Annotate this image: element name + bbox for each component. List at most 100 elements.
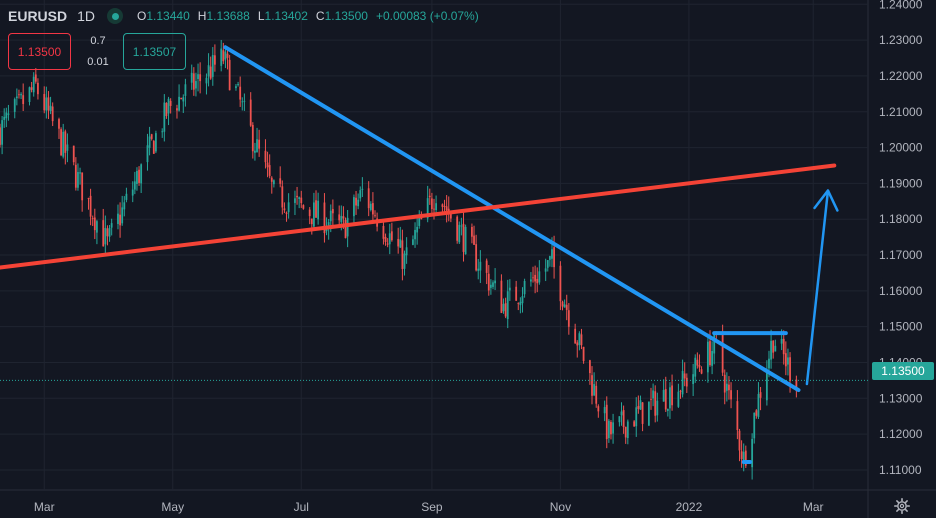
- candle-body: [220, 48, 223, 66]
- buy-button[interactable]: 1.13507: [123, 33, 186, 70]
- candle-body: [765, 370, 768, 401]
- candle-body: [150, 134, 153, 139]
- candle-body: [728, 384, 730, 391]
- price-tick-label: 1.20000: [879, 141, 923, 155]
- candle-body: [692, 374, 695, 385]
- candle-body: [416, 226, 419, 233]
- candle-body: [266, 162, 269, 168]
- candle-body: [492, 282, 494, 287]
- candle-body: [7, 113, 10, 115]
- candle-body: [359, 190, 362, 199]
- price-axis[interactable]: 1.110001.120001.130001.140001.150001.160…: [879, 0, 923, 477]
- candle-body: [544, 268, 547, 272]
- candle-body: [51, 106, 54, 122]
- candle-body: [243, 100, 246, 102]
- candle-body: [30, 87, 33, 90]
- candle-body: [315, 200, 317, 218]
- candle-body: [199, 74, 202, 82]
- candle-body: [782, 338, 785, 355]
- candle-body: [458, 224, 461, 243]
- candle-body: [515, 286, 518, 301]
- candle-body: [681, 370, 684, 395]
- time-tick-label: Sep: [421, 500, 443, 514]
- candle-body: [405, 247, 408, 256]
- candle-body: [770, 340, 772, 360]
- candle-body: [300, 197, 303, 204]
- candle-body: [504, 303, 507, 317]
- candle-body: [211, 55, 214, 77]
- candle-body: [605, 404, 608, 440]
- candle-body: [64, 131, 67, 153]
- candle-body: [618, 416, 621, 423]
- candle-body: [751, 439, 754, 468]
- candle-body: [58, 119, 60, 129]
- candle-body: [669, 387, 671, 409]
- candle-body: [561, 301, 564, 307]
- candle-body: [789, 357, 791, 381]
- eye-dot-icon[interactable]: [107, 8, 124, 24]
- candle-body: [553, 247, 555, 268]
- candle-body: [96, 221, 98, 233]
- candle-body: [654, 391, 657, 416]
- candle-body: [222, 50, 225, 62]
- candle-body: [313, 202, 315, 227]
- price-tick-label: 1.15000: [879, 320, 923, 334]
- candle-body: [706, 341, 709, 373]
- candle-body: [679, 390, 682, 392]
- candle-body: [428, 195, 431, 198]
- price-tick-label: 1.12000: [879, 427, 923, 441]
- candle-body: [626, 421, 629, 439]
- candle-body: [471, 227, 473, 237]
- candle-body: [755, 410, 758, 416]
- candle-body: [753, 412, 756, 439]
- candle-body: [730, 390, 732, 400]
- price-tick-label: 1.16000: [879, 284, 923, 298]
- sell-button[interactable]: 1.13500: [8, 33, 71, 70]
- gear-icon[interactable]: [894, 498, 910, 514]
- candle-body: [331, 209, 334, 214]
- candle-body: [759, 392, 762, 398]
- candle-body: [62, 131, 65, 157]
- time-axis[interactable]: Mar May Jul Sep Nov 2022 Mar: [34, 500, 824, 514]
- candle-body: [519, 301, 522, 306]
- candle-body: [382, 225, 385, 239]
- price-tick-label: 1.22000: [879, 69, 923, 83]
- candle-body: [780, 339, 783, 344]
- candle-body: [279, 178, 282, 184]
- candle-body: [462, 223, 465, 252]
- ohlc-values: O1.13440 H1.13688 L1.13402 C1.13500 +0.0…: [137, 9, 479, 23]
- candle-body: [664, 389, 667, 410]
- projection-arrow-shaft: [805, 189, 830, 386]
- candle-body: [108, 227, 111, 237]
- candle-body: [784, 353, 787, 367]
- candle-body: [213, 55, 216, 65]
- candle-body: [384, 236, 387, 242]
- symbol-name[interactable]: EURUSD: [8, 8, 68, 24]
- candle-body: [677, 391, 680, 407]
- candle-body: [228, 59, 231, 91]
- candle-body: [774, 345, 777, 352]
- candle-body: [182, 97, 185, 102]
- candle-body: [742, 451, 745, 462]
- candle-body: [403, 253, 406, 269]
- time-tick-label: Mar: [803, 500, 824, 514]
- candle-body: [167, 98, 170, 114]
- candle-body: [430, 198, 433, 210]
- candle-body: [294, 198, 296, 203]
- candle-body: [346, 217, 349, 237]
- candle-body: [131, 189, 134, 196]
- candle-body: [795, 379, 798, 391]
- candle-body: [711, 351, 713, 366]
- candle-body: [768, 358, 770, 369]
- candle-body: [607, 420, 610, 439]
- candle-body: [89, 195, 92, 217]
- candle-body: [110, 223, 113, 228]
- candle-body: [45, 97, 48, 111]
- candle-body: [13, 99, 16, 112]
- candle-body: [184, 84, 187, 96]
- candle-body: [308, 209, 311, 217]
- timeframe-label[interactable]: 1D: [77, 8, 96, 24]
- candle-body: [456, 216, 459, 241]
- candle-body: [388, 233, 391, 245]
